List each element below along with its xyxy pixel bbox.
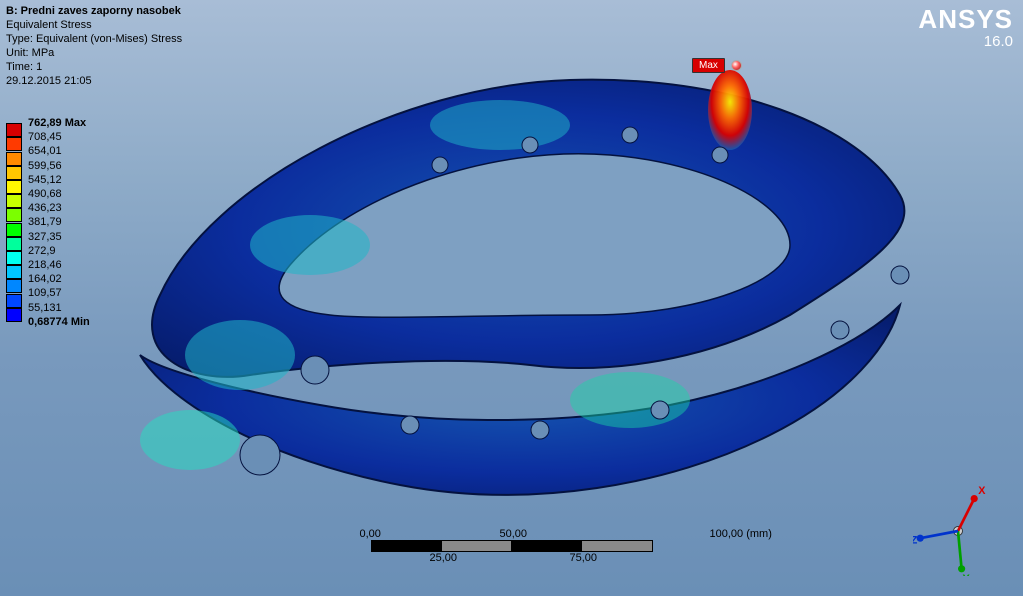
triad-axis-x: X bbox=[958, 486, 986, 531]
legend-swatch bbox=[6, 223, 22, 237]
legend-value: 164,02 bbox=[26, 272, 62, 286]
legend-swatch bbox=[6, 308, 22, 322]
scale-segment bbox=[442, 541, 512, 551]
triad-axis-y: Y bbox=[958, 531, 971, 576]
legend-value: 708,45 bbox=[26, 130, 62, 144]
result-timestamp: 29.12.2015 21:05 bbox=[6, 74, 182, 88]
scale-bar: 0,00 50,00 100,00 (mm) 25,00 75,00 bbox=[371, 528, 653, 564]
result-time: Time: 1 bbox=[6, 60, 182, 74]
legend-value: 327,35 bbox=[26, 230, 62, 244]
scale-tick: 50,00 bbox=[500, 528, 640, 540]
legend-value: 272,9 bbox=[26, 244, 56, 258]
orientation-triad[interactable]: X Y Z bbox=[913, 486, 1003, 576]
result-unit: Unit: MPa bbox=[6, 46, 182, 60]
legend-swatch bbox=[6, 123, 22, 137]
legend-swatch bbox=[6, 208, 22, 222]
scale-tick: 100,00 (mm) bbox=[710, 528, 850, 540]
legend-swatch bbox=[6, 137, 22, 151]
legend-swatch bbox=[6, 166, 22, 180]
scale-segment bbox=[582, 541, 651, 551]
legend-swatch bbox=[6, 180, 22, 194]
brand-name: ANSYS bbox=[918, 4, 1013, 35]
scale-tick: 75,00 bbox=[570, 552, 710, 564]
graphics-viewport[interactable]: B: Predni zaves zaporny nasobek Equivale… bbox=[0, 0, 1023, 596]
triad-axis-z: Z bbox=[913, 531, 958, 547]
model-render bbox=[70, 55, 940, 525]
max-probe-marker-icon bbox=[731, 60, 742, 71]
result-header: B: Predni zaves zaporny nasobek Equivale… bbox=[6, 4, 182, 88]
legend-swatch bbox=[6, 237, 22, 251]
legend-value: 762,89 Max bbox=[26, 116, 86, 130]
scale-segment bbox=[512, 541, 582, 551]
legend-swatch bbox=[6, 251, 22, 265]
legend-value: 218,46 bbox=[26, 258, 62, 272]
legend-swatch bbox=[6, 194, 22, 208]
legend-swatch bbox=[6, 279, 22, 293]
max-probe-label: Max bbox=[692, 58, 725, 73]
color-legend[interactable]: 762,89 Max708,45654,01599,56545,12490,68… bbox=[6, 116, 90, 329]
svg-text:X: X bbox=[978, 486, 986, 497]
scale-tick: 0,00 bbox=[360, 528, 500, 540]
legend-value: 0,68774 Min bbox=[26, 315, 90, 329]
max-probe[interactable]: Max bbox=[692, 58, 742, 73]
legend-value: 545,12 bbox=[26, 173, 62, 187]
brand-version: 16.0 bbox=[918, 35, 1013, 49]
svg-text:Z: Z bbox=[913, 535, 918, 547]
legend-swatch bbox=[6, 265, 22, 279]
legend-value: 599,56 bbox=[26, 159, 62, 173]
scale-tick: 25,00 bbox=[430, 552, 570, 564]
legend-value: 55,131 bbox=[26, 301, 62, 315]
legend-value: 490,68 bbox=[26, 187, 62, 201]
scale-segment bbox=[372, 541, 442, 551]
svg-text:Y: Y bbox=[963, 573, 971, 576]
legend-swatch bbox=[6, 294, 22, 308]
analysis-title: B: Predni zaves zaporny nasobek bbox=[6, 4, 182, 18]
result-type: Type: Equivalent (von-Mises) Stress bbox=[6, 32, 182, 46]
legend-swatch bbox=[6, 152, 22, 166]
legend-row: 762,89 Max bbox=[6, 116, 90, 130]
result-name: Equivalent Stress bbox=[6, 18, 182, 32]
legend-value: 654,01 bbox=[26, 144, 62, 158]
legend-value: 381,79 bbox=[26, 215, 62, 229]
legend-value: 436,23 bbox=[26, 201, 62, 215]
legend-value: 109,57 bbox=[26, 286, 62, 300]
software-brand: ANSYS 16.0 bbox=[918, 4, 1013, 49]
